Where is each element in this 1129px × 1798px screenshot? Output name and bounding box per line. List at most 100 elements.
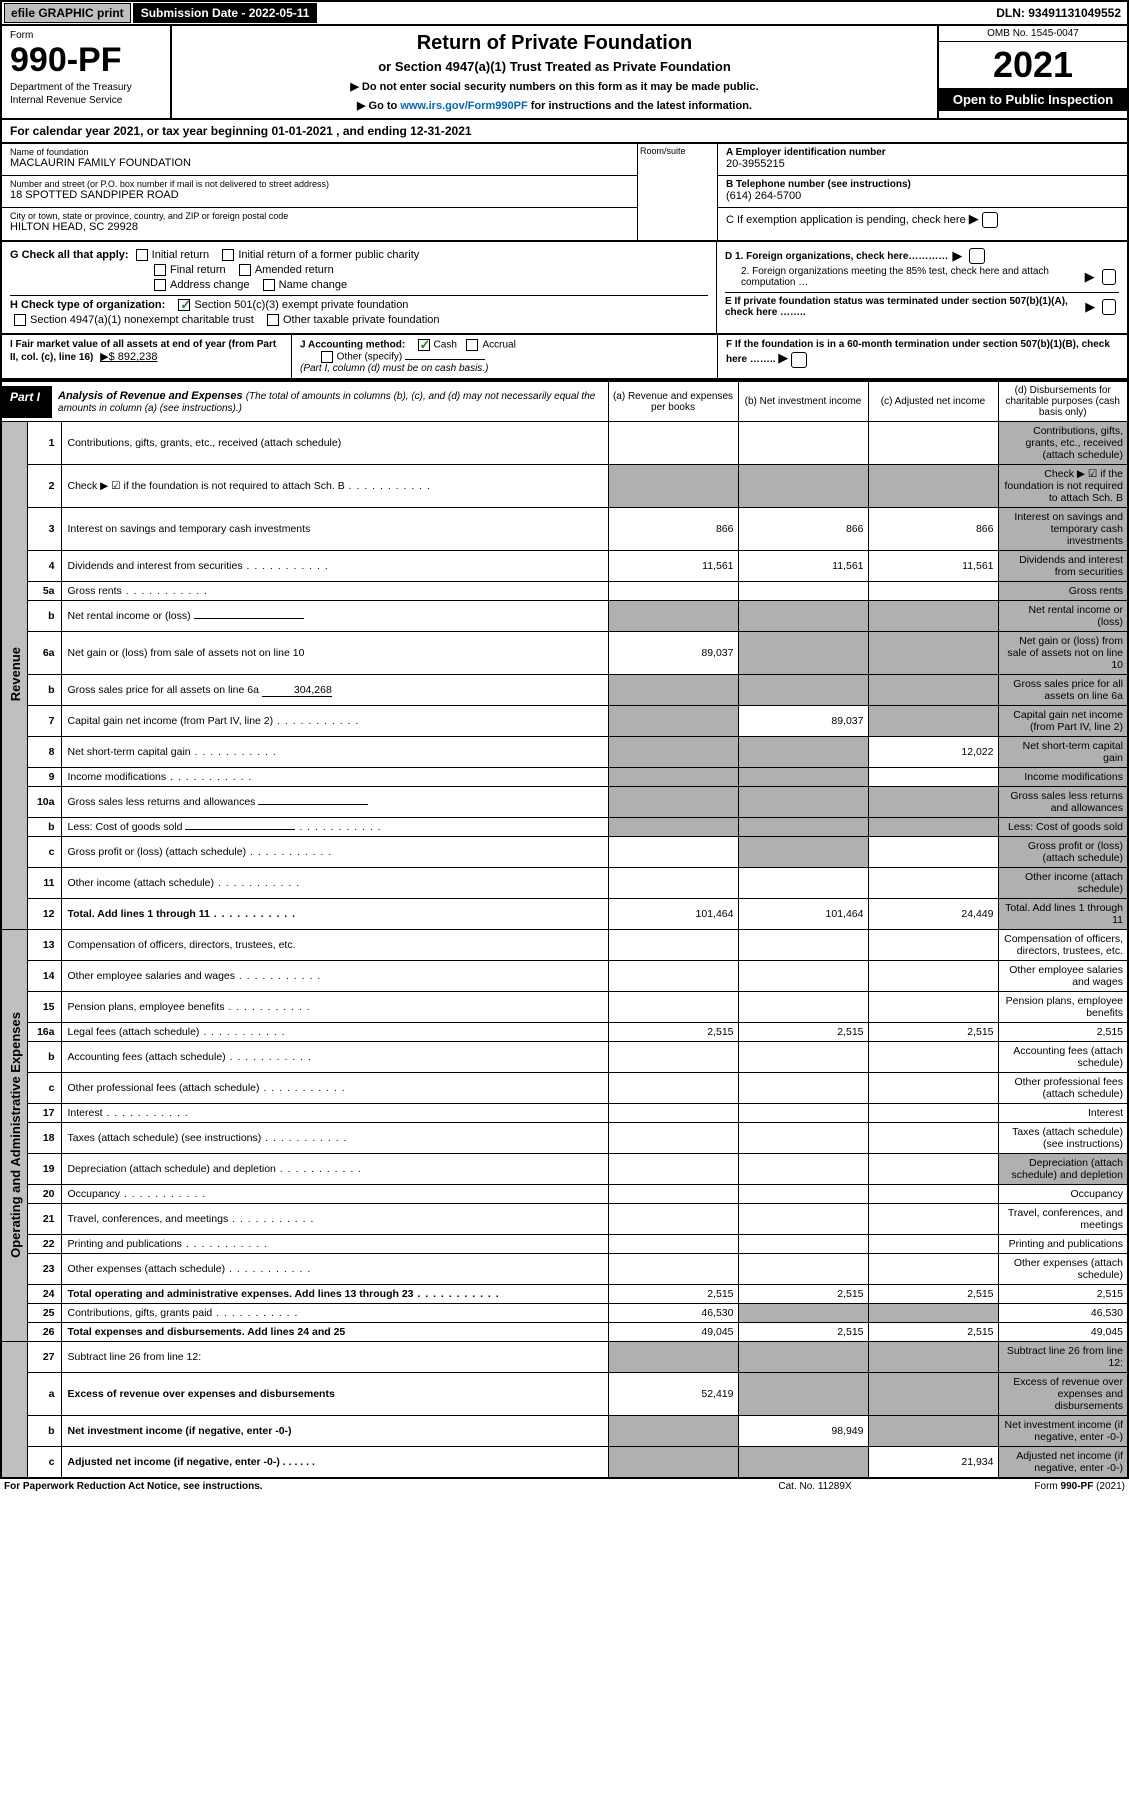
table-row: 11Other income (attach schedule)Other in… (1, 868, 1128, 899)
line-description: Adjusted net income (if negative, enter … (61, 1447, 608, 1479)
amount-cell: 89,037 (738, 706, 868, 737)
line-description: Contributions, gifts, grants paid (61, 1304, 608, 1323)
city-state-zip: HILTON HEAD, SC 29928 (10, 221, 629, 233)
irs-link[interactable]: www.irs.gov/Form990PF (400, 100, 527, 112)
line-description: Other employee salaries and wages (61, 961, 608, 992)
amount-cell (608, 868, 738, 899)
d1-checkbox[interactable] (969, 248, 985, 264)
line-description: Total expenses and disbursements. Add li… (61, 1323, 608, 1342)
amount-cell (738, 961, 868, 992)
irs-label: Internal Revenue Service (10, 95, 162, 106)
accrual-checkbox[interactable] (466, 339, 478, 351)
cash-checkbox[interactable] (418, 339, 430, 351)
d2-label: 2. Foreign organizations meeting the 85%… (741, 266, 1074, 288)
initial-former-checkbox[interactable] (222, 249, 234, 261)
j-other: Other (specify) (337, 352, 403, 363)
amount-cell: Net investment income (if negative, ente… (998, 1416, 1128, 1447)
entity-info-grid: Name of foundation MACLAURIN FAMILY FOUN… (0, 144, 1129, 242)
g-item: Address change (170, 279, 250, 291)
amended-return-checkbox[interactable] (239, 264, 251, 276)
amount-cell: Pension plans, employee benefits (998, 992, 1128, 1023)
f-checkbox[interactable] (791, 352, 807, 368)
exemption-checkbox[interactable] (982, 212, 998, 228)
line-description: Gross profit or (loss) (attach schedule) (61, 837, 608, 868)
amount-cell (868, 868, 998, 899)
initial-return-checkbox[interactable] (136, 249, 148, 261)
address-change-checkbox[interactable] (154, 279, 166, 291)
line-description: Net investment income (if negative, ente… (61, 1416, 608, 1447)
amount-cell (738, 930, 868, 961)
amount-cell: 49,045 (998, 1323, 1128, 1342)
section-f: F If the foundation is in a 60-month ter… (717, 335, 1127, 378)
section-i: I Fair market value of all assets at end… (2, 335, 292, 378)
col-d-header: (d) Disbursements for charitable purpose… (998, 381, 1128, 422)
exemption-label: C If exemption application is pending, c… (726, 214, 966, 226)
amount-cell (608, 1254, 738, 1285)
e-checkbox[interactable] (1102, 299, 1116, 315)
amount-cell (608, 930, 738, 961)
d2-checkbox[interactable] (1102, 269, 1116, 285)
section-g-h: G Check all that apply: Initial return I… (2, 242, 717, 333)
other-method-checkbox[interactable] (321, 351, 333, 363)
table-row: 16aLegal fees (attach schedule)2,5152,51… (1, 1023, 1128, 1042)
amount-cell: Other professional fees (attach schedule… (998, 1073, 1128, 1104)
name-label: Name of foundation (10, 147, 629, 157)
name-change-checkbox[interactable] (263, 279, 275, 291)
amount-cell (608, 992, 738, 1023)
table-row: cAdjusted net income (if negative, enter… (1, 1447, 1128, 1479)
line-description: Subtract line 26 from line 12: (61, 1342, 608, 1373)
line-description: Net gain or (loss) from sale of assets n… (61, 632, 608, 675)
street-address: 18 SPOTTED SANDPIPER ROAD (10, 189, 629, 201)
amount-cell (608, 1123, 738, 1154)
amount-cell (868, 1123, 998, 1154)
amount-cell: Gross rents (998, 582, 1128, 601)
section-j: J Accounting method: Cash Accrual Other … (292, 335, 717, 378)
efile-print-button[interactable]: efile GRAPHIC print (4, 3, 131, 23)
g-item: Initial return of a former public charit… (238, 249, 419, 261)
4947-checkbox[interactable] (14, 314, 26, 326)
amount-cell: Adjusted net income (if negative, enter … (998, 1447, 1128, 1479)
amount-cell (738, 1104, 868, 1123)
j-accrual: Accrual (482, 340, 515, 351)
form-id-block: Form 990-PF Department of the Treasury I… (2, 26, 172, 118)
amount-cell: Occupancy (998, 1185, 1128, 1204)
amount-cell: 866 (608, 508, 738, 551)
amount-cell (608, 787, 738, 818)
tax-year: 2021 (939, 42, 1127, 88)
amount-cell (868, 675, 998, 706)
phone-label: B Telephone number (see instructions) (726, 179, 1119, 190)
amount-cell: 11,561 (608, 551, 738, 582)
amount-cell (738, 768, 868, 787)
line-description: Travel, conferences, and meetings (61, 1204, 608, 1235)
amount-cell: Check ▶ ☑ if the foundation is not requi… (998, 465, 1128, 508)
g-item: Final return (170, 264, 226, 276)
other-taxable-checkbox[interactable] (267, 314, 279, 326)
amount-cell (868, 961, 998, 992)
line-description: Income modifications (61, 768, 608, 787)
dept-treasury: Department of the Treasury (10, 82, 162, 93)
amount-cell (868, 818, 998, 837)
amount-cell (738, 1185, 868, 1204)
phone-cell: B Telephone number (see instructions) (6… (718, 176, 1127, 208)
amount-cell (868, 465, 998, 508)
submission-date: Submission Date - 2022-05-11 (133, 3, 318, 23)
h-item: Other taxable private foundation (283, 314, 440, 326)
exemption-cell: C If exemption application is pending, c… (718, 208, 1127, 240)
amount-cell: Printing and publications (998, 1235, 1128, 1254)
amount-cell: Other employee salaries and wages (998, 961, 1128, 992)
501c3-checkbox[interactable] (178, 299, 190, 311)
amount-cell (738, 992, 868, 1023)
amount-cell: Interest (998, 1104, 1128, 1123)
line-description: Occupancy (61, 1185, 608, 1204)
table-row: 12Total. Add lines 1 through 11101,46410… (1, 899, 1128, 930)
amount-cell (608, 1416, 738, 1447)
foundation-name: MACLAURIN FAMILY FOUNDATION (10, 157, 629, 169)
city-label: City or town, state or province, country… (10, 211, 629, 221)
amount-cell: Other income (attach schedule) (998, 868, 1128, 899)
final-return-checkbox[interactable] (154, 264, 166, 276)
fmv-amount: ▶$ 892,238 (100, 351, 157, 363)
table-row: bLess: Cost of goods sold Less: Cost of … (1, 818, 1128, 837)
amount-cell: 24,449 (868, 899, 998, 930)
table-row: Revenue1Contributions, gifts, grants, et… (1, 422, 1128, 465)
h-label: H Check type of organization: (10, 299, 165, 311)
